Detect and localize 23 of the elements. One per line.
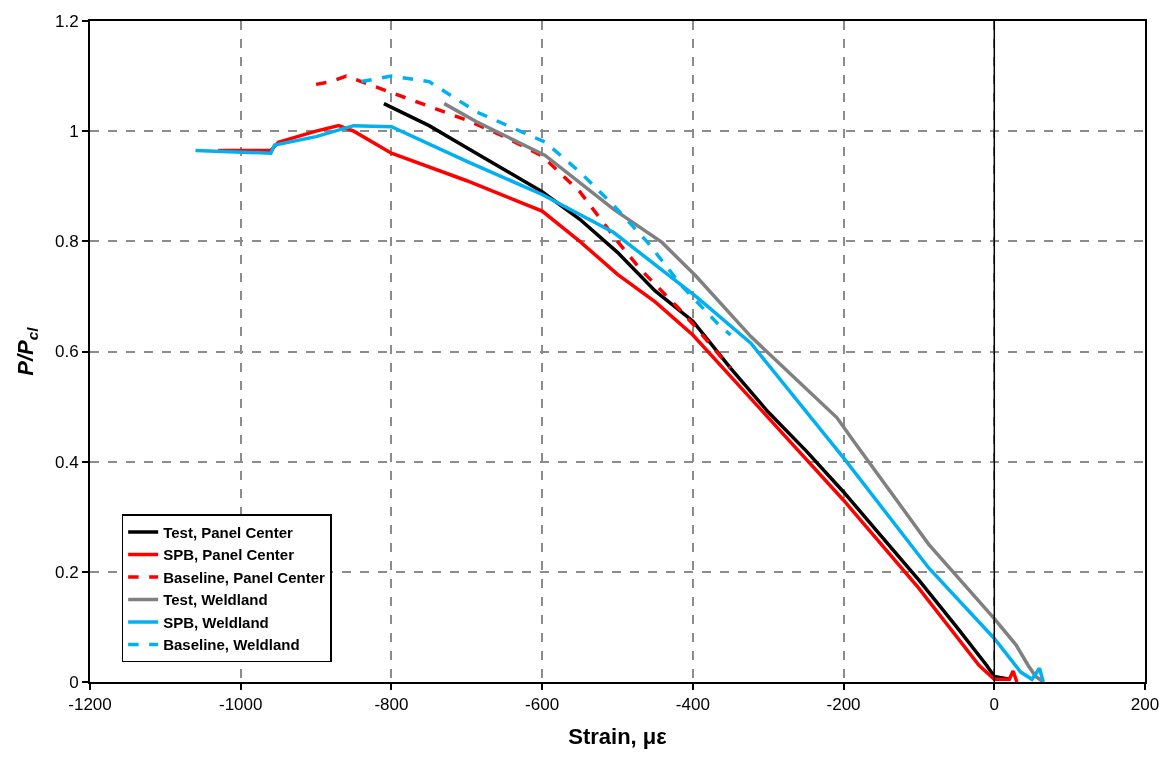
y-tick-label: 0.8: [54, 232, 79, 252]
x-tick-label: -1000: [218, 695, 263, 715]
x-tick-label: -600: [525, 695, 560, 715]
y-tick-label: 0.4: [54, 452, 79, 472]
x-tick-label: -200: [826, 695, 861, 715]
x-tick-label: 200: [1130, 695, 1160, 715]
y-tick-label: 1.2: [54, 11, 79, 31]
legend-label: Test, Weldland: [163, 591, 268, 609]
legend-label: Baseline, Panel Center: [163, 568, 326, 586]
legend-label: SPB, Panel Center: [163, 546, 295, 564]
legend-label: Test, Panel Center: [163, 523, 294, 541]
x-tick-label: -800: [374, 695, 409, 715]
y-tick-label: 1: [69, 122, 79, 142]
x-tick-label: -400: [675, 695, 710, 715]
x-tick-label: 0: [989, 695, 1000, 715]
x-tick-label: -1200: [68, 695, 112, 715]
y-tick-label: 0: [69, 672, 79, 692]
y-tick-label: 0.6: [54, 342, 79, 362]
x-axis-title: Strain, με: [568, 723, 668, 749]
y-tick-label: 0.2: [54, 562, 79, 582]
legend-label: Baseline, Weldland: [163, 636, 300, 654]
legend-label: SPB, Weldland: [163, 613, 269, 631]
line-series: [314, 74, 733, 370]
